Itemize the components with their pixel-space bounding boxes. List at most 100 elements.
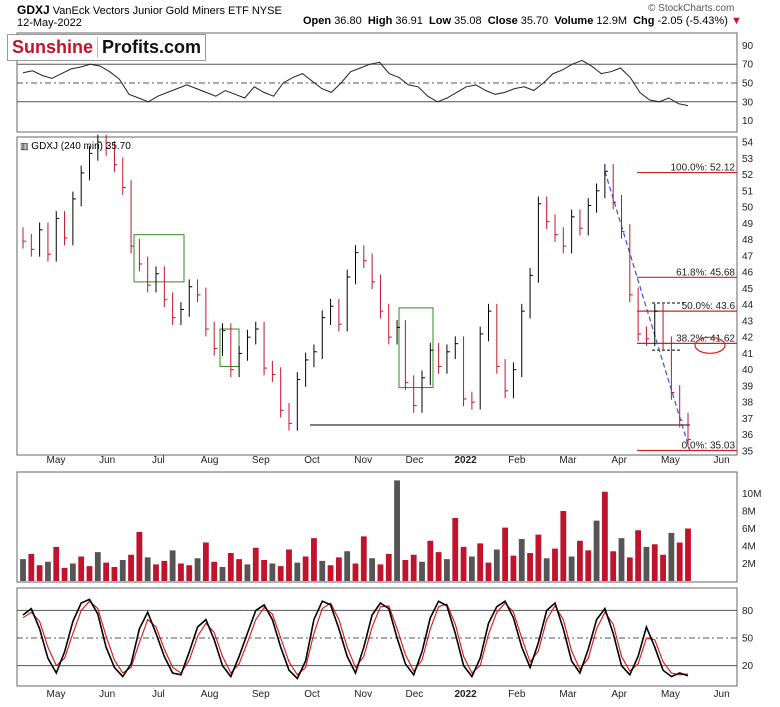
month-label: Aug <box>201 689 219 700</box>
volume-bar <box>593 520 600 581</box>
month-label: 2022 <box>454 455 477 466</box>
price-tick-label: 45 <box>742 284 754 295</box>
volume-bar <box>319 560 326 581</box>
volume-bar <box>460 546 467 581</box>
rsi-tick-label: 50 <box>742 79 754 90</box>
volume-bar <box>261 560 267 581</box>
volume-bar <box>45 561 51 581</box>
stochastic-tick-label: 20 <box>742 661 754 672</box>
exchange: NYSE <box>251 5 282 17</box>
price-tick-label: 39 <box>742 381 754 392</box>
watermark: © StockCharts.com <box>648 3 735 14</box>
volume-bar <box>194 558 201 581</box>
volume-bar <box>352 563 359 581</box>
volume-bar <box>651 544 658 581</box>
volume-bar <box>286 549 292 581</box>
volume-bar <box>28 553 35 581</box>
volume-bar <box>452 518 459 581</box>
month-label: 2022 <box>454 689 477 700</box>
volume-bar <box>302 556 309 581</box>
volume-bar <box>369 558 376 581</box>
volume-bar <box>502 527 509 581</box>
month-label: Dec <box>406 455 424 466</box>
volume-bar <box>219 567 226 581</box>
fib-label: 100.0%: 52.12 <box>671 163 736 174</box>
open-label: Open <box>303 15 332 27</box>
month-label: Oct <box>304 455 320 466</box>
volume-bar <box>327 565 334 581</box>
price-tick-label: 53 <box>742 154 754 165</box>
volume-bar <box>111 567 118 581</box>
volume-bar <box>178 563 184 581</box>
volume-bar <box>552 548 558 581</box>
volume-bar <box>103 562 110 581</box>
volume-bar <box>377 564 384 581</box>
volume-bar <box>402 560 409 581</box>
volume-bar <box>419 561 425 581</box>
month-label: Mar <box>559 689 577 700</box>
price-tick-label: 50 <box>742 203 754 214</box>
volume-bar <box>510 555 517 581</box>
fib-label: 38.2%: 41.62 <box>676 333 735 344</box>
volume-bar <box>385 553 392 581</box>
volume-bar <box>86 566 93 581</box>
month-label: Apr <box>611 455 627 466</box>
volume-bar <box>53 546 60 581</box>
volume-bar <box>169 550 176 581</box>
price-tick-label: 52 <box>742 170 754 181</box>
volume-bar <box>468 556 475 581</box>
price-tick-label: 49 <box>742 219 754 230</box>
price-tick-label: 43 <box>742 316 754 327</box>
volume-bar <box>311 538 317 581</box>
volume-bar <box>560 511 567 581</box>
volume-tick-label: 6M <box>742 524 756 535</box>
stochastic-signal-line <box>22 600 689 676</box>
volume-bar <box>577 540 583 581</box>
month-label: Apr <box>611 689 627 700</box>
high-label: High <box>367 15 393 27</box>
chart-date: 12-May-2022 <box>17 17 82 29</box>
volume-bar <box>335 557 342 581</box>
volume-bar <box>610 551 617 581</box>
volume-bar <box>202 542 209 581</box>
volume-bar <box>626 557 633 581</box>
volume-tick-label: 2M <box>742 559 756 570</box>
volume-tick-label: 10M <box>742 489 761 500</box>
price-panel <box>16 136 738 456</box>
volume-bar <box>344 551 351 581</box>
fib-label: 0.0%: 35.03 <box>682 441 736 452</box>
volume-value: 12.9M <box>596 15 627 27</box>
consolidation-box <box>133 234 185 283</box>
month-label: May <box>661 689 680 700</box>
volume-bar <box>269 563 276 581</box>
volume-bar <box>676 542 683 581</box>
chg-label: Chg <box>633 15 655 27</box>
volume-bar <box>69 563 76 581</box>
month-label: Jun <box>714 455 730 466</box>
volume-bar <box>211 561 218 581</box>
volume-bar <box>660 554 666 581</box>
price-tick-label: 44 <box>742 300 754 311</box>
month-label: Feb <box>508 689 526 700</box>
down-arrow-icon: ▼ <box>730 15 742 27</box>
close-label: Close <box>487 15 518 27</box>
fib-label: 50.0%: 43.6 <box>682 301 736 312</box>
volume-bar <box>535 534 542 581</box>
volume-bar <box>128 554 134 581</box>
month-label: Feb <box>508 455 526 466</box>
chg-value: -2.05 (-5.43%) <box>657 15 728 27</box>
month-label: Nov <box>354 455 372 466</box>
symbol: GDXJ <box>17 3 50 17</box>
month-label: May <box>47 455 66 466</box>
month-label: May <box>661 455 680 466</box>
consolidation-box <box>398 307 434 389</box>
close-value: 35.70 <box>520 15 549 27</box>
volume-bar <box>585 550 592 581</box>
month-label: Jul <box>152 455 165 466</box>
logo-part2: Profits.com <box>97 37 205 58</box>
price-tick-label: 42 <box>742 333 754 344</box>
price-tick-label: 48 <box>742 235 754 246</box>
volume-bar <box>136 532 143 581</box>
price-tick-label: 51 <box>742 186 754 197</box>
